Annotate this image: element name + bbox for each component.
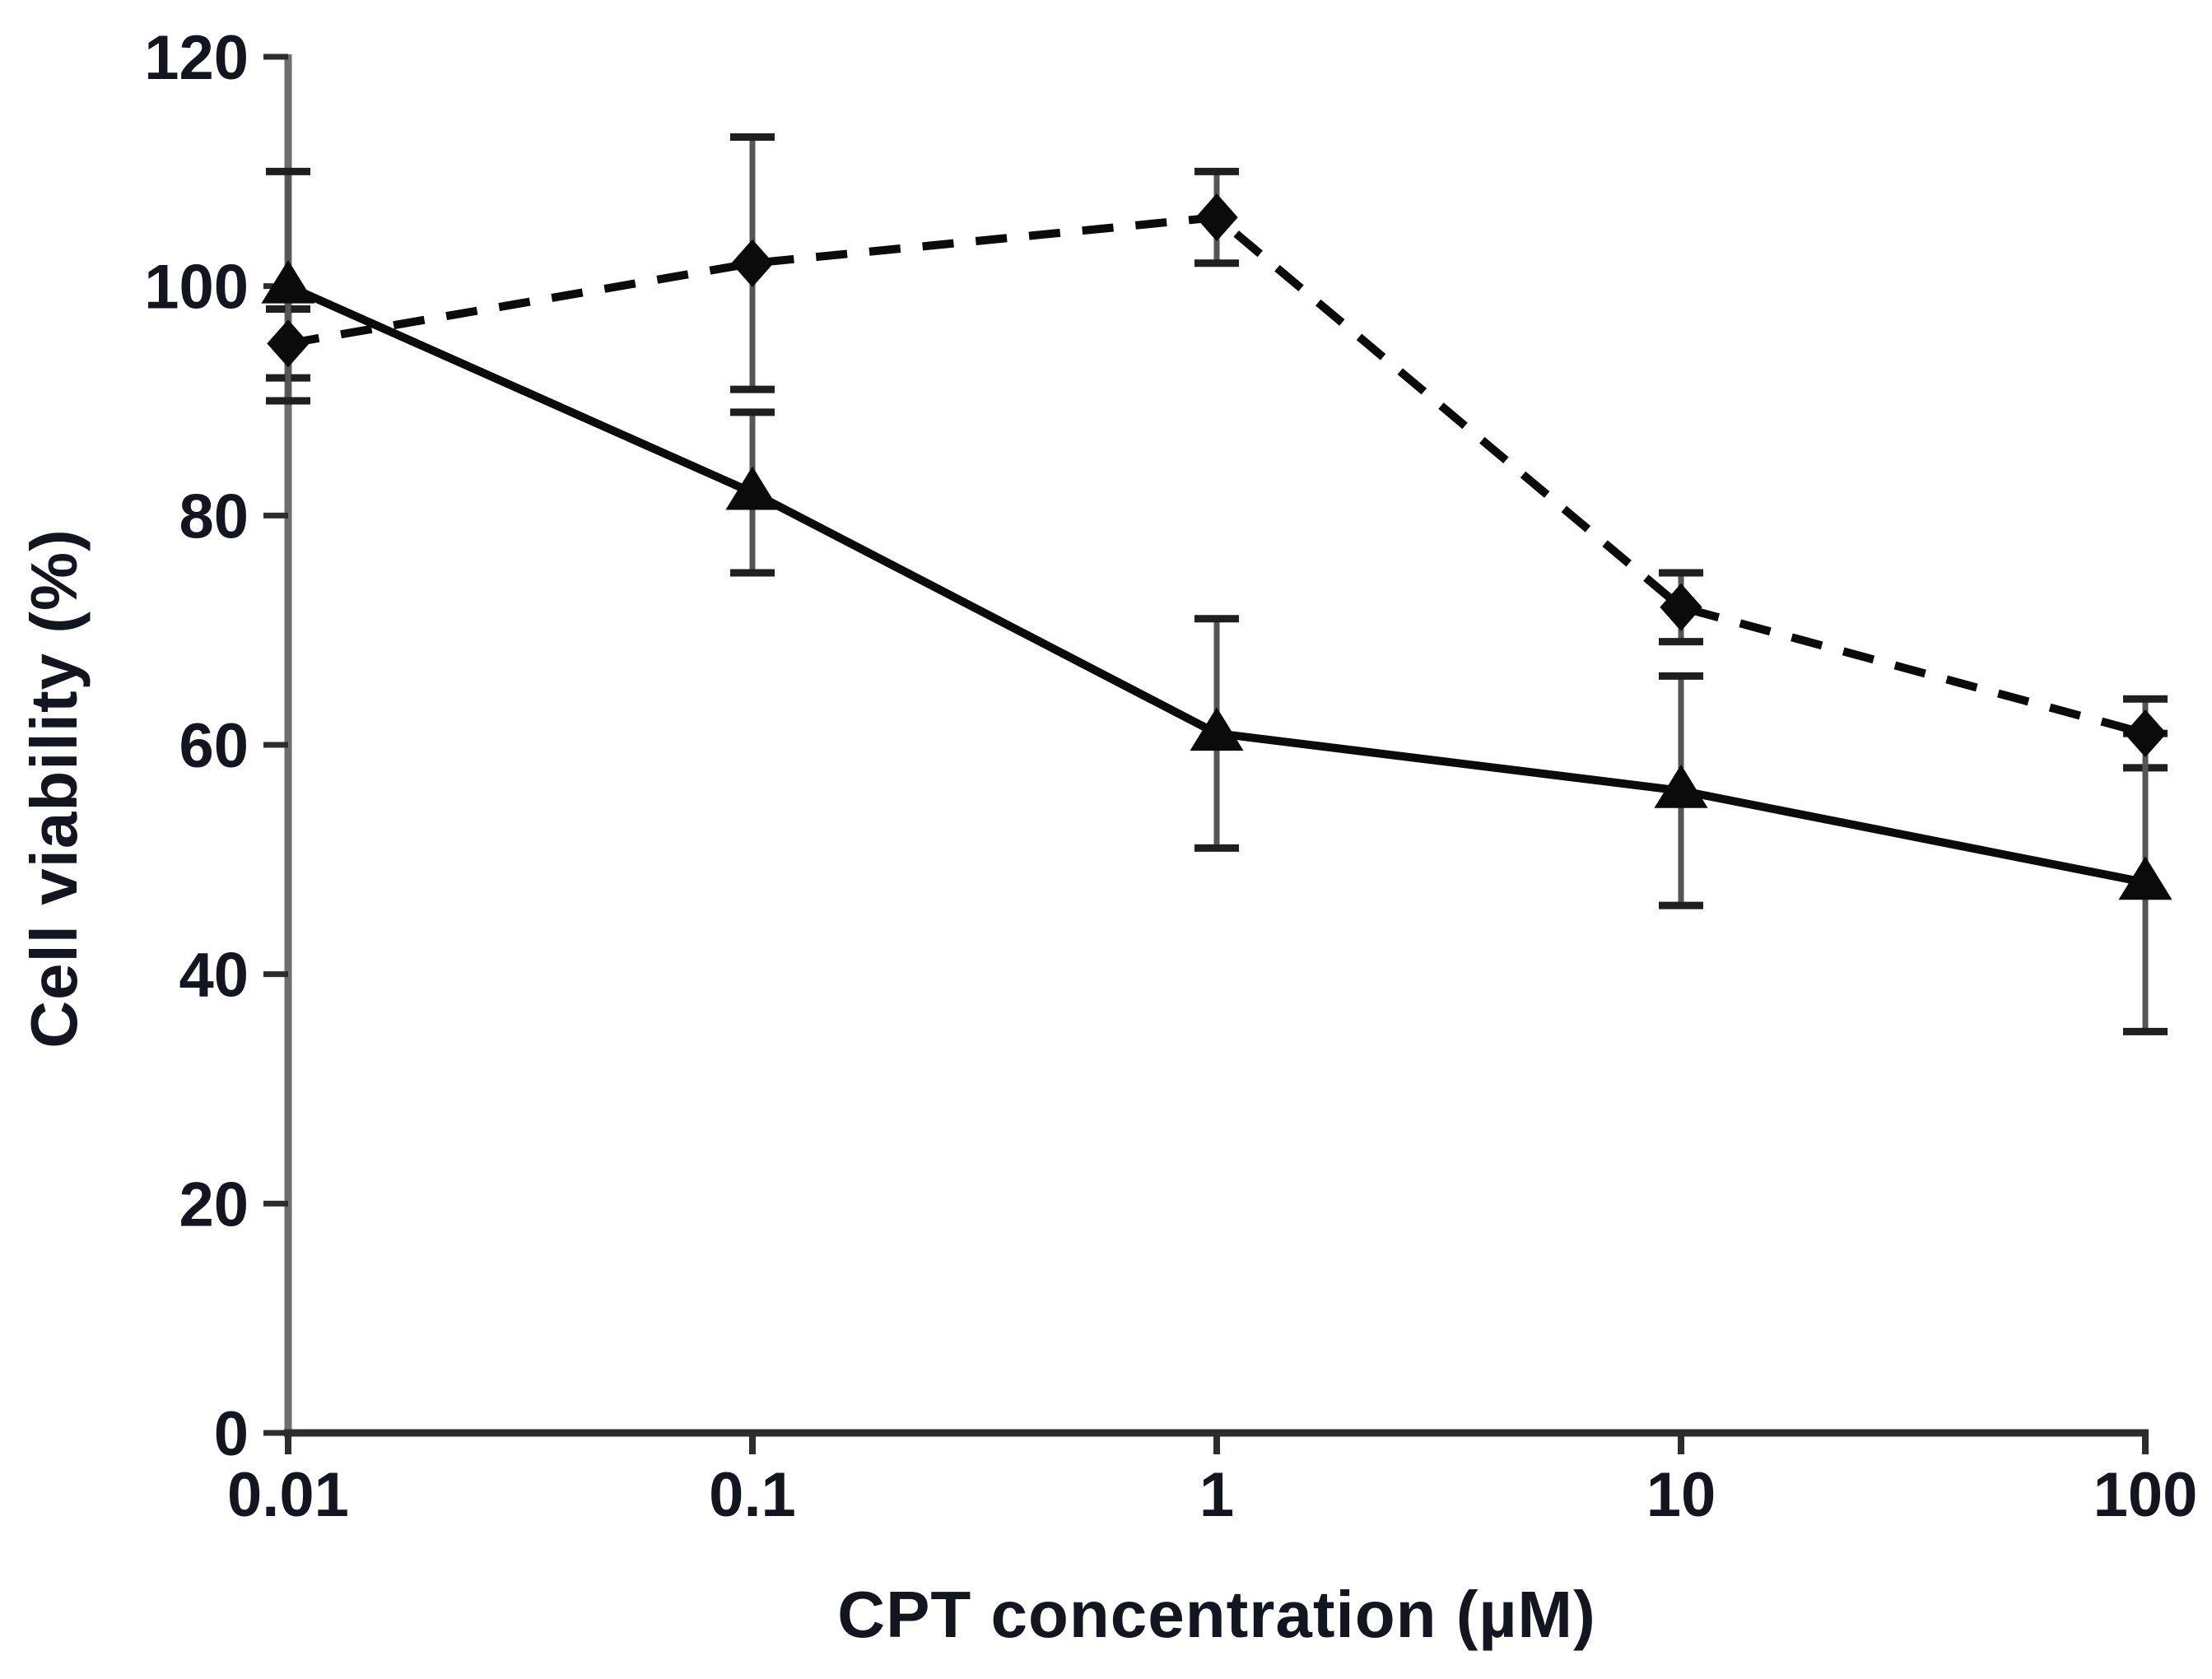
y-tick-label: 20	[179, 1170, 249, 1239]
y-tick-label: 40	[179, 941, 249, 1011]
diamond-marker	[1660, 583, 1702, 631]
y-tick-label: 0	[214, 1399, 249, 1469]
triangle-marker	[1190, 707, 1244, 751]
triangle-marker	[2118, 856, 2172, 900]
diamond-marker	[731, 239, 774, 287]
diamond-marker	[2124, 709, 2167, 758]
x-axis-title: CPT concentration (µM)	[837, 1578, 1596, 1651]
x-tick-label: 1	[1199, 1460, 1234, 1530]
triangle-marker	[1654, 764, 1708, 808]
y-tick-label: 100	[144, 253, 249, 323]
x-tick-label: 0.01	[227, 1460, 349, 1530]
y-tick-label: 120	[144, 23, 249, 93]
y-tick-label: 80	[179, 481, 249, 551]
diamond-marker	[1195, 193, 1238, 242]
y-tick-label: 60	[179, 711, 249, 781]
y-axis-title: Cell viability (%)	[17, 528, 91, 1049]
triangle-marker	[725, 466, 780, 510]
x-tick-label: 0.1	[709, 1460, 796, 1530]
triangle-marker	[261, 259, 315, 304]
diamond-marker	[267, 319, 310, 368]
x-tick-label: 100	[2093, 1460, 2198, 1530]
x-tick-label: 10	[1646, 1460, 1716, 1530]
